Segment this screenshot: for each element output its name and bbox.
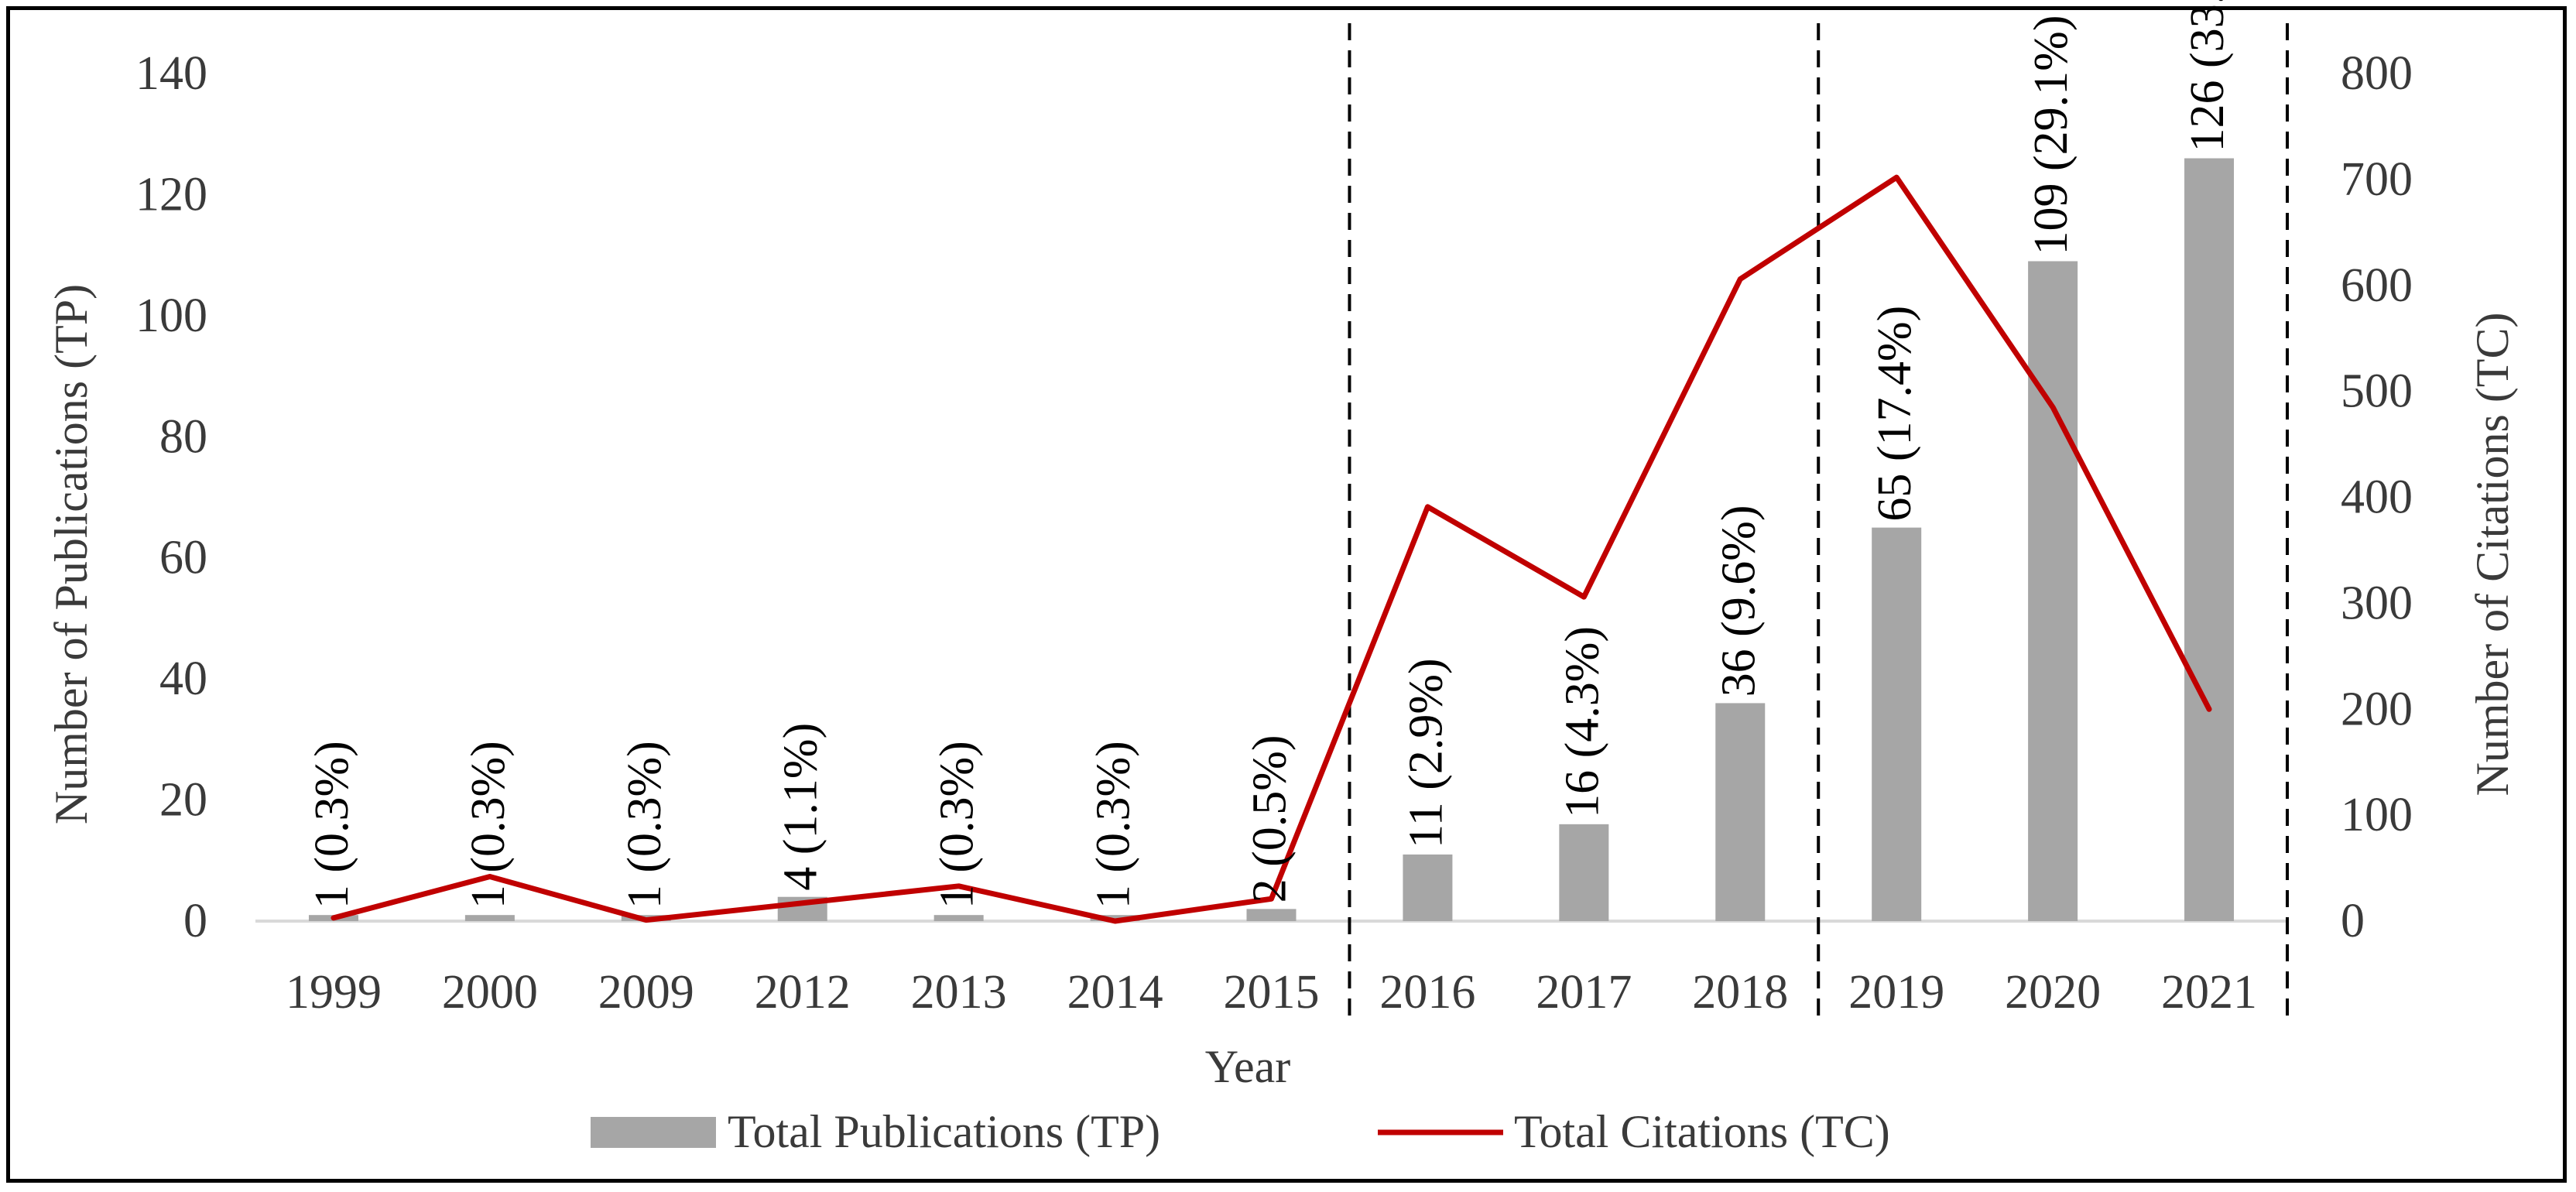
y2-tick-label: 0	[2341, 895, 2365, 947]
x-tick-label-2017: 2017	[1536, 966, 1632, 1019]
y2-tick-label: 400	[2341, 471, 2413, 524]
legend-label-citations: Total Citations (TC)	[1514, 1106, 1890, 1157]
chart-frame	[6, 6, 2567, 1183]
x-tick-label-2012: 2012	[755, 966, 851, 1019]
bar-labels-layer: 1 (0.3%) 1 (0.3%) 1 (0.3%) 4 (1.1%) 1 (0.3%)…	[306, 0, 2234, 909]
line-layer	[331, 174, 2212, 924]
bar-2020	[2028, 261, 2078, 921]
bar-2013	[933, 915, 984, 921]
bar-2019	[1872, 527, 1922, 921]
bars-layer	[308, 158, 2235, 921]
bar-2021	[2184, 158, 2235, 921]
bar-data-label-2012: 4 (1.1%)	[775, 723, 827, 891]
y-tick-label: 40	[159, 653, 207, 705]
y2-tick-label: 700	[2341, 153, 2413, 206]
y-tick-label: 80	[159, 410, 207, 463]
legend-label-publications: Total Publications (TP)	[728, 1106, 1160, 1157]
y2-axis-title: Number of Citations (TC)	[2467, 313, 2518, 796]
bar-data-label-2015: 2 (0.5%)	[1244, 735, 1297, 903]
legend-swatch-publications	[591, 1117, 716, 1148]
bar-2000	[464, 915, 515, 921]
x-tick-label-1999: 1999	[286, 966, 382, 1019]
bar-data-label-2020: 109 (29.1%)	[2025, 15, 2078, 255]
x-tick-label-2016: 2016	[1379, 966, 1475, 1019]
y2-tick-label: 500	[2341, 365, 2413, 418]
x-tick-label-2000: 2000	[442, 966, 538, 1019]
x-tick-label-2020: 2020	[2005, 966, 2101, 1019]
x-tick-label-2021: 2021	[2161, 966, 2257, 1019]
y2-tick-label: 800	[2341, 47, 2413, 100]
x-tick-label-2019: 2019	[1848, 966, 1944, 1019]
bar-data-label-2016: 11 (2.9%)	[1399, 658, 1452, 848]
y-tick-label: 140	[135, 47, 207, 100]
bar-data-label-2009: 1 (0.3%)	[618, 741, 671, 909]
bar-2015	[1246, 909, 1297, 921]
legend: Total Publications (TP) Total Citations …	[591, 1106, 1890, 1157]
x-tick-label-2015: 2015	[1224, 966, 1320, 1019]
y-tick-label: 20	[159, 774, 207, 827]
y2-tick-label: 300	[2341, 577, 2413, 629]
x-tick-label-2009: 2009	[598, 966, 694, 1019]
x-axis-title: Year	[1205, 1041, 1291, 1092]
bar-data-label-2021: 126 (33.7%)	[2181, 0, 2234, 152]
bar-data-label-2018: 36 (9.6%)	[1712, 505, 1765, 697]
x-tick-label-2013: 2013	[911, 966, 1007, 1019]
bar-2017	[1559, 824, 1609, 921]
bar-data-label-2019: 65 (17.4%)	[1869, 306, 1921, 522]
x-tick-label-2014: 2014	[1067, 966, 1163, 1019]
bar-data-label-2000: 1 (0.3%)	[462, 741, 515, 909]
bar-data-label-2013: 1 (0.3%)	[931, 741, 984, 909]
y2-tick-label: 100	[2341, 789, 2413, 841]
bar-data-label-2017: 16 (4.3%)	[1556, 626, 1608, 818]
bar-2014	[1090, 915, 1140, 921]
y-tick-label: 120	[135, 168, 207, 221]
y-axis-title: Number of Publications (TP)	[46, 284, 97, 824]
y2-tick-label: 600	[2341, 259, 2413, 312]
bar-2016	[1403, 854, 1453, 921]
x-tick-label-2018: 2018	[1692, 966, 1788, 1019]
bar-data-label-1999: 1 (0.3%)	[306, 741, 358, 909]
bar-2018	[1715, 703, 1766, 921]
y-tick-label: 60	[159, 532, 207, 584]
y-tick-label: 100	[135, 289, 207, 342]
ticks-layer: 0 20 40 60 80 100 120 140 0 100 200 300 400 500 600 700…	[135, 47, 2413, 1019]
y2-tick-label: 200	[2341, 683, 2413, 735]
bar-data-label-2014: 1 (0.3%)	[1088, 741, 1140, 909]
y-tick-label: 0	[183, 895, 207, 947]
